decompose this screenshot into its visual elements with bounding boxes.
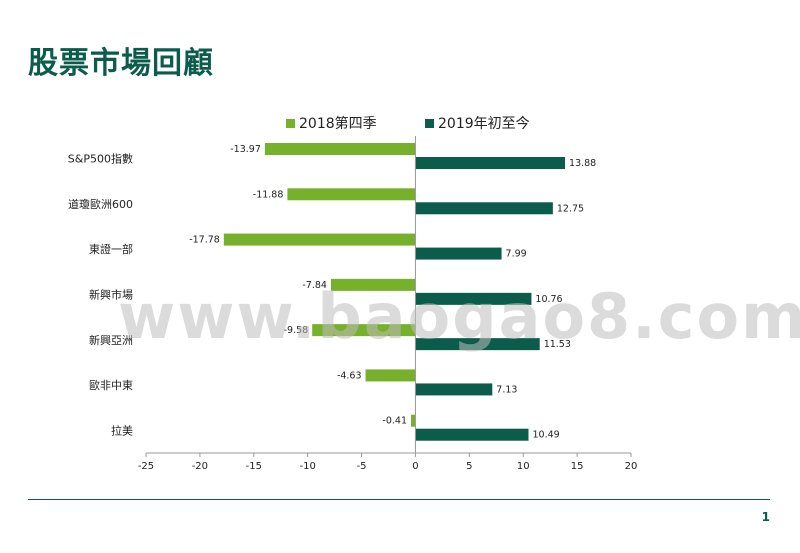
data-label: 10.76 xyxy=(535,294,562,305)
legend-swatch-2018q4 xyxy=(286,118,295,128)
data-label: -7.84 xyxy=(302,280,327,291)
bar-2019ytd xyxy=(415,292,532,305)
bar-2019ytd xyxy=(415,247,502,260)
category-label: 道瓊歐洲600 xyxy=(68,197,133,211)
bar-2018q4 xyxy=(223,233,416,246)
x-tick-label: -25 xyxy=(138,461,154,472)
x-tick-label: -10 xyxy=(299,461,315,472)
page-title: 股票市場回顧 xyxy=(28,46,214,81)
bar-2019ytd xyxy=(415,338,540,351)
bar-2019ytd xyxy=(415,428,529,441)
bar-2019ytd xyxy=(415,157,566,169)
legend-item-2019ytd: 2019年初至今 xyxy=(425,113,530,133)
category-label: 新興亞洲 xyxy=(89,333,133,347)
legend-label-2018q4: 2018第四季 xyxy=(299,116,377,132)
bar-2018q4 xyxy=(365,369,416,382)
data-label: -11.88 xyxy=(253,189,284,200)
data-label: 7.13 xyxy=(496,384,517,395)
legend-label-2019ytd: 2019年初至今 xyxy=(438,116,530,132)
x-tick-label: 10 xyxy=(517,461,530,472)
data-label: 11.53 xyxy=(544,339,571,350)
page-number: 1 xyxy=(761,510,770,524)
x-tick-label: 20 xyxy=(625,461,638,472)
data-label: -4.63 xyxy=(337,370,362,381)
data-label: 12.75 xyxy=(557,203,584,214)
data-label: -13.97 xyxy=(230,144,261,155)
data-label: 7.99 xyxy=(506,249,527,260)
bar-2019ytd xyxy=(415,202,553,215)
category-label: 拉美 xyxy=(111,423,133,437)
bar-2018q4 xyxy=(264,143,416,155)
x-tick-label: 0 xyxy=(412,461,418,472)
category-label: 東證一部 xyxy=(89,242,133,256)
data-label: -0.41 xyxy=(382,416,407,427)
legend-swatch-2019ytd xyxy=(425,118,434,128)
x-tick-label: -5 xyxy=(357,461,367,472)
data-label: 10.49 xyxy=(533,430,560,441)
category-label: 歐非中東 xyxy=(89,378,133,392)
bar-2018q4 xyxy=(330,278,416,291)
x-tick-label: 5 xyxy=(466,461,472,472)
x-tick-label: -15 xyxy=(246,461,262,472)
data-label: -9.58 xyxy=(284,325,309,336)
bar-2018q4 xyxy=(411,414,416,427)
bar-2018q4 xyxy=(287,188,416,201)
bar-2019ytd xyxy=(415,383,493,396)
data-label: -17.78 xyxy=(189,235,220,246)
data-label: 13.88 xyxy=(569,158,596,169)
category-label: 新興市場 xyxy=(89,288,133,302)
footer-divider xyxy=(28,499,770,500)
x-tick-label: 15 xyxy=(571,461,584,472)
legend-item-2018q4: 2018第四季 xyxy=(286,113,377,133)
category-label: S&P500指數 xyxy=(68,152,133,166)
x-tick-label: -20 xyxy=(192,461,208,472)
bar-2018q4 xyxy=(312,324,416,337)
